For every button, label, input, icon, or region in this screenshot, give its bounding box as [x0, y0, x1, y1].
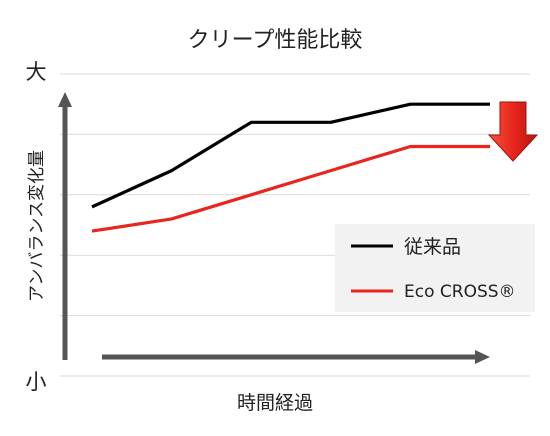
y-top-label: 大 — [26, 60, 47, 84]
down-arrow-icon — [487, 101, 539, 162]
y-bottom-label: 小 — [26, 370, 47, 394]
series-layer — [91, 102, 490, 233]
series-line-0 — [91, 102, 490, 209]
y-axis-arrow — [58, 92, 72, 360]
legend-label-1: Eco CROSS® — [404, 282, 516, 302]
y-axis-label: アンバランス変化量 — [27, 150, 47, 302]
legend-label-0: 従来品 — [404, 236, 461, 258]
x-axis-arrow — [102, 350, 490, 364]
series-line-1 — [91, 144, 490, 233]
grid-lines — [60, 73, 530, 377]
legend-box — [335, 224, 535, 312]
x-axis-label: 時間経過 — [237, 392, 313, 414]
legend: 従来品 Eco CROSS® — [335, 224, 535, 312]
chart-title: クリープ性能比較 — [188, 28, 363, 53]
